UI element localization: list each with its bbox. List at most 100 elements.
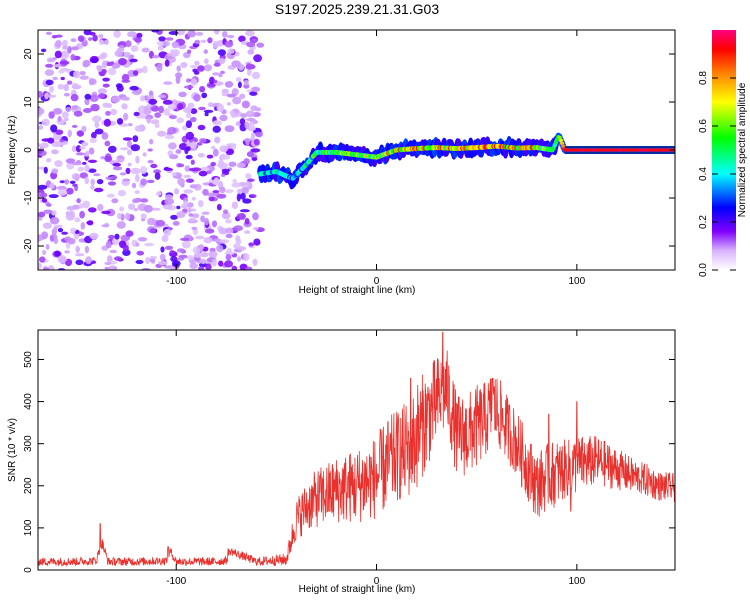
heatmap-noise-cell [128,123,133,127]
heatmap-noise-cell [169,115,177,120]
heatmap-noise-cell [250,148,261,153]
heatmap-noise-cell [91,131,97,139]
heatmap-noise-cell [76,198,81,204]
heatmap-noise-cell [240,113,248,118]
heatmap-noise-cell [117,189,127,197]
heatmap-noise-cell [69,180,76,184]
heatmap-noise-cell [216,244,224,253]
heatmap-noise-cell [203,64,213,72]
heatmap-noise-cell [181,240,191,249]
heatmap-noise-cell [193,93,201,102]
heatmap-noise-cell [79,172,89,179]
heatmap-noise-cell [216,193,227,199]
heatmap-noise-cell [102,68,107,75]
heatmap-noise-cell [244,230,251,234]
heatmap-noise-cell [48,94,57,98]
heatmap-noise-cell [54,50,62,59]
heatmap-noise-cell [165,37,174,41]
heatmap-noise-cell [158,94,167,99]
heatmap-noise-cell [59,180,65,184]
heatmap-noise-cell [194,39,201,45]
heatmap-y-tick-label: -10 [23,190,34,205]
heatmap-noise-cell [203,49,208,54]
heatmap-noise-cell [89,94,99,102]
heatmap-noise-cell [198,106,206,111]
heatmap-noise-cell [126,149,132,156]
heatmap-noise-cell [113,30,121,38]
heatmap-noise-cell [120,96,130,101]
heatmap-noise-cell [217,49,226,56]
snr-y-tick-label: 100 [23,519,34,536]
heatmap-noise-cell [101,210,111,215]
heatmap-noise-cell [225,227,234,234]
heatmap-noise-cell [114,233,120,240]
heatmap-noise-cell [131,89,142,96]
heatmap-noise-cell [233,225,244,232]
heatmap-noise-cell [163,81,173,85]
heatmap-noise-cell [144,242,155,247]
heatmap-noise-cell [93,187,104,193]
heatmap-noise-cell [188,217,196,223]
heatmap-noise-cell [250,38,258,43]
heatmap-noise-cell [42,249,47,255]
snr-series-line [38,331,675,568]
heatmap-noise-cell [76,130,85,137]
heatmap-noise-cell [99,39,104,46]
heatmap-noise-cell [57,116,62,122]
heatmap-noise-cell [208,196,215,202]
heatmap-noise-cell [254,107,262,112]
heatmap-noise-cell [62,46,69,50]
heatmap-noise-cell [64,236,72,243]
heatmap-noise-cell [88,147,95,155]
heatmap-noise-cell [134,37,142,43]
heatmap-noise-cell [175,149,182,154]
heatmap-noise-cell [198,244,205,251]
heatmap-noise-cell [38,125,44,130]
snr-ylabel: SNR (10 * v/v) [7,418,18,482]
heatmap-noise-cell [49,85,54,93]
heatmap-noise-cell [98,34,104,39]
heatmap-noise-cell [163,167,173,171]
heatmap-noise-cell [143,107,152,115]
heatmap-noise-cell [224,260,233,268]
heatmap-noise-cell [72,183,78,187]
heatmap-noise-cell [154,123,160,128]
heatmap-noise-cell [44,69,55,76]
heatmap-noise-cell [207,37,213,44]
heatmap-noise-cell [216,203,222,211]
heatmap-noise-cell [206,170,212,174]
heatmap-noise-cell [160,246,165,253]
heatmap-noise-cell [66,205,76,211]
heatmap-noise-cell [74,173,80,182]
heatmap-noise-cell [154,172,161,180]
heatmap-noise-cell [228,161,237,167]
heatmap-noise-cell [197,124,206,131]
heatmap-noise-cell [226,93,236,98]
heatmap-noise-cell [153,169,162,174]
heatmap-noise-cell [171,41,180,49]
heatmap-noise-cell [239,93,246,100]
heatmap-y-tick-label: -20 [23,238,34,253]
heatmap-noise-cell [75,259,84,266]
snr-chart: -100 0 100 0 100 200 300 400 500 Height of strai… [7,329,676,595]
heatmap-noise-cell [139,166,148,175]
heatmap-noise-cell [87,37,93,41]
heatmap-noise-cell [102,102,110,108]
heatmap-noise-cell [41,118,50,126]
heatmap-noise-cell [198,170,208,177]
heatmap-noise-cell [104,140,111,147]
heatmap-noise-cell [70,227,77,233]
heatmap-noise-cell [219,145,229,153]
heatmap-noise-cell [89,78,97,85]
heatmap-noise-cell [192,228,199,236]
heatmap-noise-cell [114,49,124,58]
heatmap-noise-cell [128,203,136,210]
heatmap-noise-cell [205,263,212,270]
heatmap-noise-cell [231,182,242,188]
heatmap-noise-cell [231,143,237,150]
heatmap-noise-cell [149,256,158,260]
heatmap-noise-cell [129,58,138,63]
heatmap-noise-cell [245,110,255,118]
heatmap-noise-cell [38,234,43,242]
heatmap-noise-cell [176,65,181,72]
